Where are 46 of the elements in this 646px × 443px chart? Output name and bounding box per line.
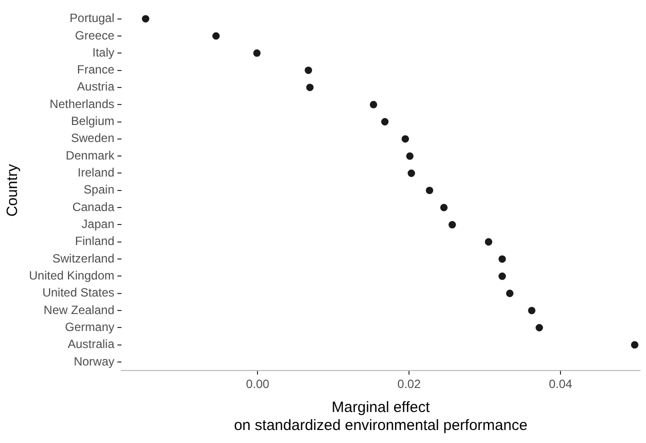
y-tick-label: United States: [42, 286, 114, 300]
y-tick-label: Canada: [72, 200, 115, 214]
y-tick-label: Japan: [82, 217, 114, 232]
y-tick-label: Netherlands: [50, 96, 114, 111]
point: [498, 272, 506, 280]
point: [142, 15, 150, 22]
y-axis-title: Country: [4, 164, 22, 217]
point: [484, 238, 492, 246]
y-tick-label: Germany: [65, 320, 114, 334]
y-tick-label: New Zealand: [44, 302, 114, 317]
point: [381, 118, 389, 126]
point: [306, 84, 314, 92]
point: [402, 135, 409, 143]
y-tick-label: Sweden: [71, 131, 114, 146]
point: [408, 170, 416, 177]
point: [426, 186, 434, 194]
point: [631, 341, 638, 349]
point: [304, 66, 312, 74]
point: [370, 100, 378, 108]
y-tick-label: United Kingdom: [28, 268, 114, 283]
x-tick-label: 0.04: [548, 377, 573, 392]
y-tick-label: Finland: [75, 234, 114, 248]
y-tick-label: Ireland: [78, 166, 114, 180]
y-tick-label: Greece: [75, 28, 115, 42]
y-tick-label: Switzerland: [52, 251, 114, 266]
point: [406, 152, 414, 160]
point: [498, 255, 506, 263]
y-tick-label: Norway: [74, 354, 114, 368]
point: [528, 306, 536, 314]
x-axis-title: Marginal effect on standardized environmental performance: [234, 399, 528, 434]
y-tick-label: Belgium: [71, 114, 114, 128]
point: [448, 221, 456, 228]
y-tick-label: Austria: [77, 80, 115, 94]
y-tick-label: Italy: [92, 45, 114, 60]
point: [440, 204, 448, 212]
y-tick-label: Portugal: [70, 11, 114, 26]
point: [212, 32, 220, 40]
x-tick-label: 0.02: [397, 377, 422, 392]
point: [536, 324, 544, 332]
y-tick-label: France: [77, 62, 115, 77]
point: [506, 290, 514, 298]
point: [253, 49, 261, 57]
y-tick-label: Australia: [68, 337, 115, 352]
y-tick-label: Spain: [84, 182, 114, 197]
x-tick-label: 0.00: [246, 377, 270, 392]
y-tick-label: Denmark: [66, 148, 116, 162]
